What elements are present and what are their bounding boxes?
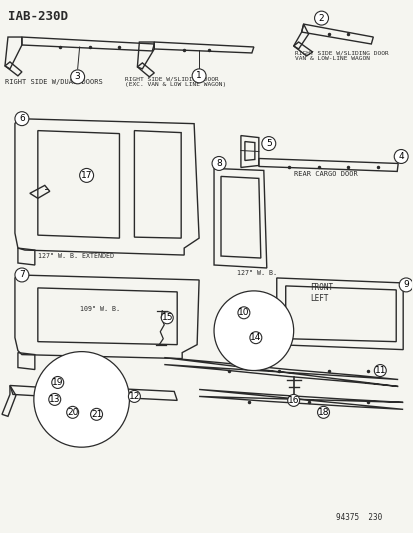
Circle shape: [393, 150, 407, 164]
Circle shape: [373, 365, 385, 376]
Circle shape: [261, 136, 275, 150]
Text: 109" W. B.: 109" W. B.: [79, 306, 119, 312]
Text: 20: 20: [67, 408, 78, 417]
Circle shape: [66, 406, 78, 418]
Text: RIGHT SIDE W/SLIDING DOOR
(EXC. VAN & LOW LINE WAGON): RIGHT SIDE W/SLIDING DOOR (EXC. VAN & LO…: [125, 76, 226, 87]
Circle shape: [15, 112, 29, 126]
Circle shape: [398, 278, 412, 292]
Text: 10: 10: [237, 308, 249, 317]
Circle shape: [34, 352, 129, 447]
Circle shape: [192, 69, 206, 83]
Text: FRONT
LEFT: FRONT LEFT: [310, 284, 333, 303]
Text: 7: 7: [19, 270, 25, 279]
Text: 19: 19: [52, 378, 63, 387]
Text: RIGHT SIDE W/DUAL DOORS: RIGHT SIDE W/DUAL DOORS: [5, 79, 102, 85]
Text: 18: 18: [317, 408, 328, 417]
Text: 8: 8: [216, 159, 221, 168]
Text: 5: 5: [265, 139, 271, 148]
Circle shape: [71, 70, 84, 84]
Circle shape: [314, 11, 328, 25]
Text: RIGHT SIDE W/SLIDING DOOR
VAN & LOW-LINE WAGON: RIGHT SIDE W/SLIDING DOOR VAN & LOW-LINE…: [294, 50, 387, 61]
Text: 11: 11: [374, 366, 385, 375]
Text: 6: 6: [19, 114, 25, 123]
Text: 14: 14: [249, 333, 261, 342]
Text: 127" W. B. EXTENDED: 127" W. B. EXTENDED: [38, 253, 114, 259]
Text: 3: 3: [75, 72, 81, 82]
Circle shape: [287, 394, 299, 406]
Text: 21: 21: [91, 410, 102, 419]
Circle shape: [15, 268, 29, 282]
Circle shape: [49, 393, 61, 406]
Circle shape: [79, 168, 93, 182]
Text: 12: 12: [128, 392, 140, 401]
Circle shape: [128, 391, 140, 402]
Circle shape: [90, 408, 102, 421]
Text: 13: 13: [49, 395, 60, 404]
Text: REAR CARGO DOOR: REAR CARGO DOOR: [293, 172, 356, 177]
Circle shape: [211, 157, 225, 171]
Text: 4: 4: [397, 152, 403, 161]
Text: 1: 1: [196, 71, 202, 80]
Text: 16: 16: [287, 396, 299, 405]
Text: IAB-230D: IAB-230D: [8, 10, 68, 23]
Text: 127" W. B.: 127" W. B.: [236, 270, 276, 276]
Text: 94375  230: 94375 230: [336, 513, 382, 522]
Circle shape: [52, 376, 64, 389]
Text: 9: 9: [402, 280, 408, 289]
Circle shape: [214, 291, 293, 370]
Circle shape: [237, 307, 249, 319]
Text: 2: 2: [318, 14, 323, 22]
Text: 17: 17: [81, 171, 92, 180]
Text: 15: 15: [161, 313, 173, 322]
Circle shape: [249, 332, 261, 344]
Circle shape: [161, 312, 173, 324]
Circle shape: [317, 406, 329, 418]
